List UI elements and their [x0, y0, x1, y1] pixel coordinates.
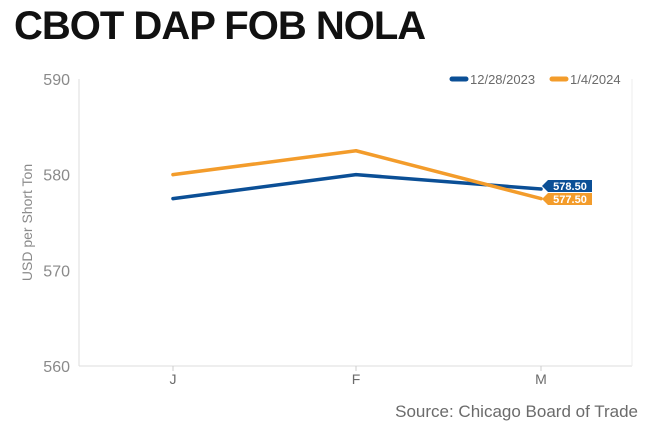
- legend-label: 1/4/2024: [570, 72, 621, 87]
- data-point: [354, 149, 358, 153]
- x-tick-label: J: [170, 371, 177, 387]
- data-point: [171, 196, 175, 201]
- chart-title: CBOT DAP FOB NOLA: [14, 4, 426, 48]
- data-point: [539, 196, 543, 201]
- x-tick-label: M: [535, 371, 547, 387]
- end-value-label: 577.50: [553, 194, 587, 206]
- data-point: [354, 173, 358, 177]
- end-value-tag: [542, 193, 592, 205]
- end-value-label: 578.50: [553, 181, 587, 193]
- y-tick-label: 560: [43, 359, 70, 376]
- data-point: [539, 187, 543, 191]
- end-value-tag: [542, 180, 592, 192]
- series-line-1: [171, 172, 543, 201]
- y-tick-label: 590: [43, 72, 70, 89]
- source-note: Source: Chicago Board of Trade: [395, 402, 638, 421]
- data-point: [171, 173, 175, 177]
- legend-label: 12/28/2023: [470, 72, 535, 87]
- y-tick-label: 570: [43, 263, 70, 280]
- y-axis-label: USD per Short Ton: [19, 164, 35, 281]
- y-tick-label: 580: [43, 168, 70, 185]
- x-tick-label: F: [352, 371, 361, 387]
